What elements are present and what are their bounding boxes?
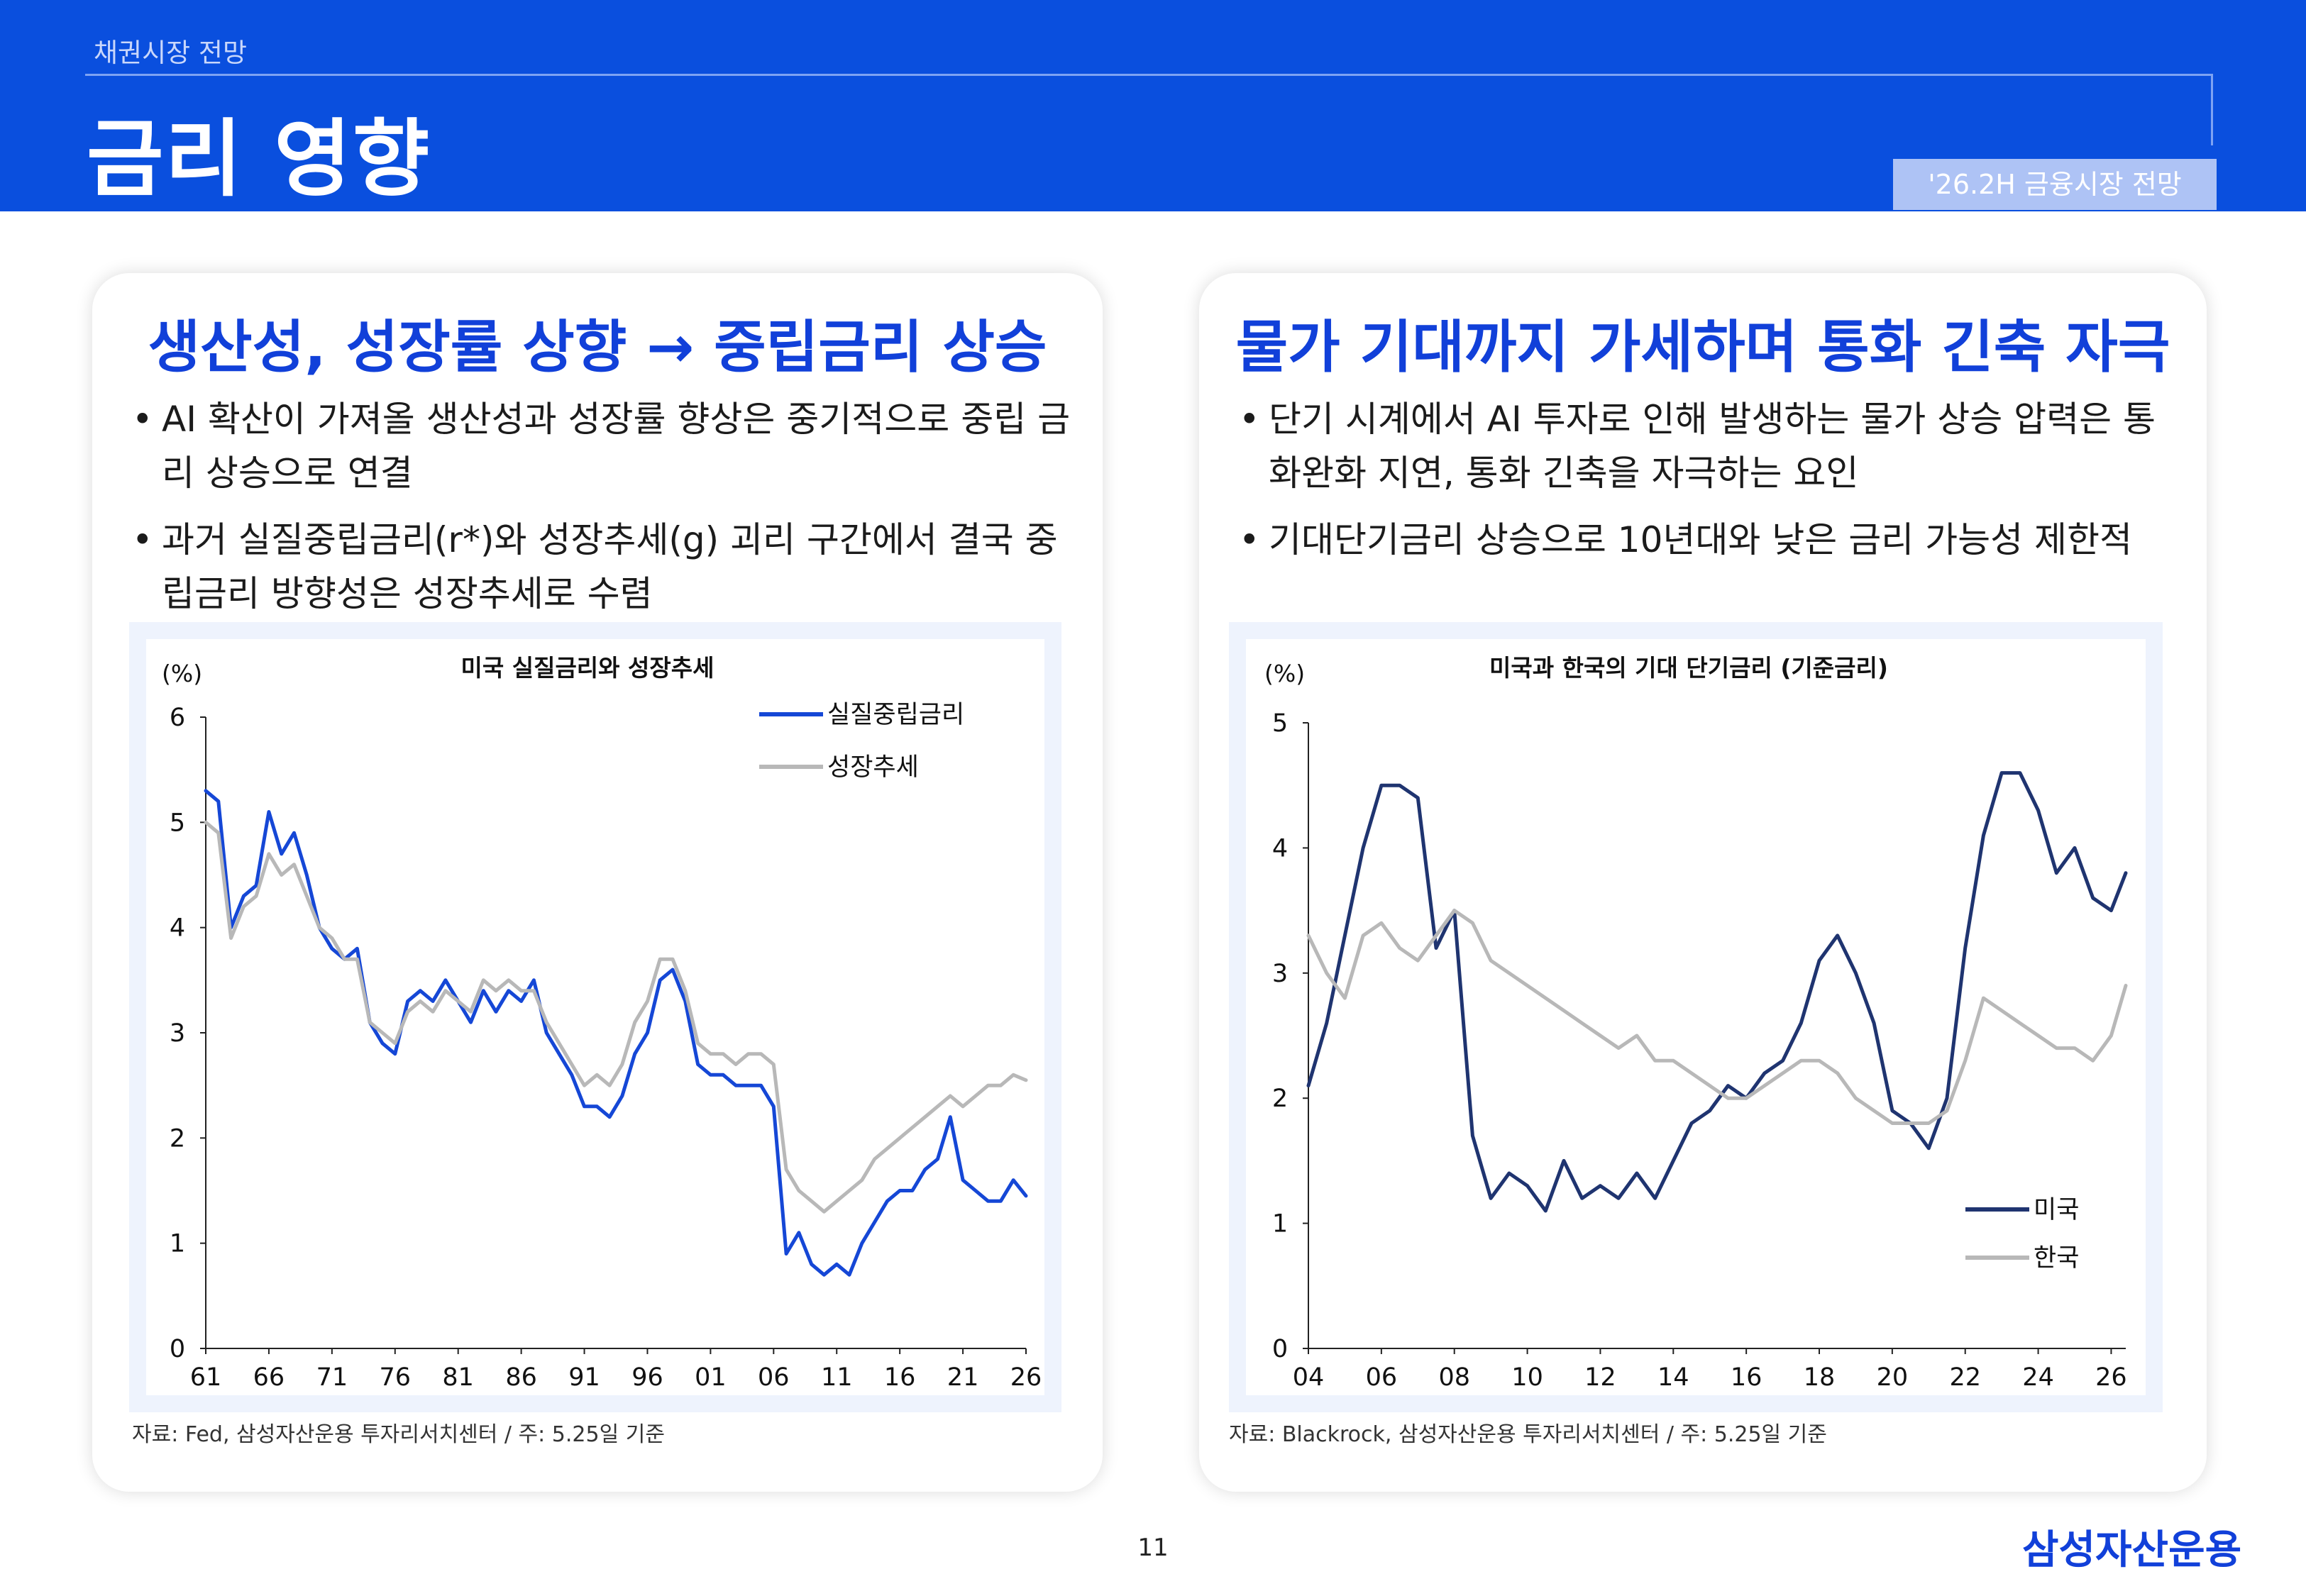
left-panel-heading: 생산성, 성장률 상향 → 중립금리 상승 — [148, 314, 1047, 380]
series-line-2 — [1306, 909, 2128, 1125]
x-tick-label: 11 — [821, 1363, 853, 1392]
y-tick-label: 1 — [170, 1230, 185, 1258]
x-tick-label: 76 — [379, 1363, 411, 1392]
header-bar: 채권시장 전망 금리 영향 '26.2H 금융시장 전망 — [0, 0, 2306, 211]
x-tick-label: 12 — [1584, 1363, 1616, 1392]
y-tick-label: 4 — [1272, 834, 1288, 863]
bullet-dot-icon: • — [132, 399, 153, 440]
y-tick-label: 5 — [170, 809, 185, 837]
x-tick-label: 24 — [2022, 1363, 2054, 1392]
x-tick-label: 16 — [1731, 1363, 1762, 1392]
right-bullet-list: • 단기 시계에서 AI 투자로 인해 발생하는 물가 상승 압력은 통화완화 … — [1239, 392, 2183, 580]
legend-label-2: 성장추세 — [827, 753, 919, 782]
x-tick-label: 71 — [316, 1363, 348, 1392]
x-tick-label: 26 — [2095, 1363, 2127, 1392]
x-tick-label: 21 — [947, 1363, 979, 1392]
x-tick-label: 06 — [758, 1363, 790, 1392]
page-title: 금리 영향 — [87, 110, 431, 208]
left-bullet-1: • AI 확산이 가져올 생산성과 성장률 향상은 중기적으로 중립 금리 상승… — [132, 392, 1076, 500]
chart-title: 미국 실질금리와 성장추세 — [461, 654, 715, 682]
y-tick-label: 6 — [170, 704, 185, 732]
legend-label-1: 실질중립금리 — [827, 701, 964, 729]
x-tick-label: 66 — [253, 1363, 285, 1392]
y-tick-label: 4 — [170, 914, 185, 943]
legend-label-2: 한국 — [2034, 1244, 2079, 1273]
y-tick-label: 2 — [170, 1124, 185, 1153]
y-tick-label: 1 — [1272, 1210, 1288, 1238]
right-chart: 미국과 한국의 기대 단기금리 (기준금리) (%) 0 1 2 3 4 5 04 06 08 10 1… — [1246, 639, 2146, 1395]
right-bullet-2: • 기대단기금리 상승으로 10년대와 낮은 금리 가능성 제한적 — [1239, 513, 2183, 567]
brand-logo: 삼성자산운용 — [2022, 1527, 2242, 1573]
y-tick-label: 0 — [1272, 1335, 1288, 1363]
left-bullet-list: • AI 확산이 가져올 생산성과 성장률 향상은 중기적으로 중립 금리 상승… — [132, 392, 1076, 633]
y-tick-label: 0 — [170, 1335, 185, 1363]
y-axis-unit-label: (%) — [1264, 660, 1305, 687]
right-bullet-1: • 단기 시계에서 AI 투자로 인해 발생하는 물가 상승 압력은 통화완화 … — [1239, 392, 2183, 500]
x-tick-label: 22 — [1949, 1363, 1981, 1392]
bullet-dot-icon: • — [1239, 519, 1260, 560]
x-tick-label: 96 — [631, 1363, 663, 1392]
right-bullet-2-text: 기대단기금리 상승으로 10년대와 낮은 금리 가능성 제한적 — [1269, 519, 2132, 560]
right-panel: 물가 기대까지 가세하며 통화 긴축 자극 • 단기 시계에서 AI 투자로 인… — [1199, 273, 2207, 1492]
report-tag: '26.2H 금융시장 전망 — [1893, 159, 2217, 210]
header-divider — [85, 74, 2213, 145]
right-panel-heading: 물가 기대까지 가세하며 통화 긴축 자극 — [1235, 314, 2170, 380]
x-tick-label: 06 — [1366, 1363, 1398, 1392]
series-line-2 — [204, 820, 1028, 1214]
y-tick-label: 3 — [170, 1019, 185, 1048]
x-tick-label: 91 — [568, 1363, 600, 1392]
left-source-note: 자료: Fed, 삼성자산운용 투자리서치센터 / 주: 5.25일 기준 — [132, 1422, 665, 1447]
left-bullet-1-text: AI 확산이 가져올 생산성과 성장률 향상은 중기적으로 중립 금리 상승으로… — [162, 399, 1071, 494]
bullet-dot-icon: • — [132, 519, 153, 560]
page-number: 11 — [1137, 1534, 1169, 1562]
x-tick-label: 20 — [1877, 1363, 1909, 1392]
x-tick-label: 14 — [1657, 1363, 1689, 1392]
right-source-note: 자료: Blackrock, 삼성자산운용 투자리서치센터 / 주: 5.25일… — [1229, 1422, 1827, 1447]
x-tick-label: 16 — [884, 1363, 916, 1392]
x-tick-label: 04 — [1293, 1363, 1325, 1392]
left-chart-frame: 미국 실질금리와 성장추세 (%) 0 1 2 3 4 5 6 61 66 71 76 81 86 91 96 0… — [129, 622, 1061, 1412]
bullet-dot-icon: • — [1239, 399, 1260, 440]
right-bullet-1-text: 단기 시계에서 AI 투자로 인해 발생하는 물가 상승 압력은 통화완화 지연… — [1269, 399, 2156, 494]
left-chart: 미국 실질금리와 성장추세 (%) 0 1 2 3 4 5 6 61 66 71 76 81 86 91 96 0… — [146, 639, 1044, 1395]
x-tick-label: 08 — [1438, 1363, 1470, 1392]
y-tick-label: 2 — [1272, 1085, 1288, 1113]
x-tick-label: 86 — [505, 1363, 537, 1392]
chart-title: 미국과 한국의 기대 단기금리 (기준금리) — [1489, 654, 1888, 682]
y-axis-unit-label: (%) — [162, 660, 202, 687]
series-line-1 — [204, 789, 1028, 1277]
series-line-1 — [1306, 771, 2128, 1213]
x-tick-label: 81 — [442, 1363, 474, 1392]
x-tick-label: 61 — [190, 1363, 222, 1392]
left-bullet-2: • 과거 실질중립금리(r*)와 성장추세(g) 괴리 구간에서 결국 중립금리… — [132, 513, 1076, 621]
left-bullet-2-text: 과거 실질중립금리(r*)와 성장추세(g) 괴리 구간에서 결국 중립금리 방… — [162, 519, 1058, 614]
x-tick-label: 10 — [1511, 1363, 1543, 1392]
x-tick-label: 26 — [1010, 1363, 1042, 1392]
left-panel: 생산성, 성장률 상향 → 중립금리 상승 • AI 확산이 가져올 생산성과 … — [92, 273, 1103, 1492]
y-tick-label: 3 — [1272, 960, 1288, 988]
right-chart-frame: 미국과 한국의 기대 단기금리 (기준금리) (%) 0 1 2 3 4 5 04 06 08 10 1… — [1229, 622, 2163, 1412]
x-tick-label: 18 — [1804, 1363, 1836, 1392]
legend-label-1: 미국 — [2034, 1196, 2079, 1224]
breadcrumb: 채권시장 전망 — [94, 38, 248, 68]
x-tick-label: 01 — [695, 1363, 727, 1392]
y-tick-label: 5 — [1272, 709, 1288, 738]
